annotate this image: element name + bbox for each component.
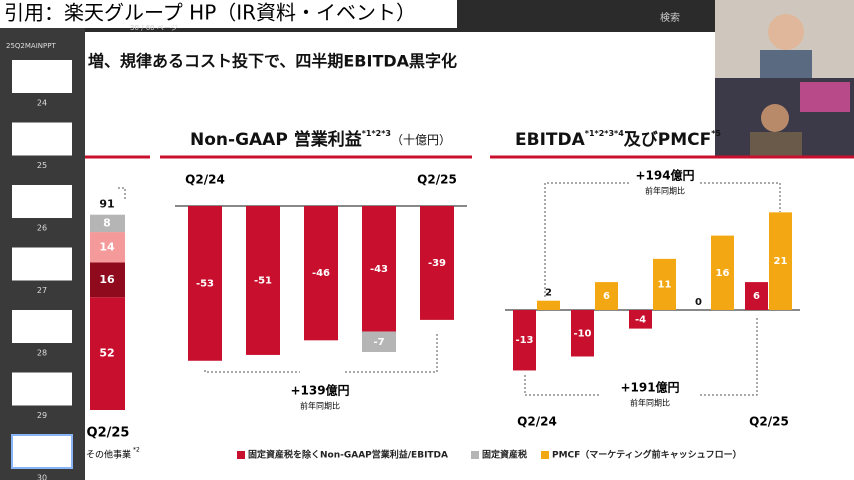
thumbnail[interactable] (12, 372, 72, 406)
page-indicator: 30 / 60 ページ (130, 24, 178, 32)
bar (513, 310, 536, 371)
page-number: 24 (37, 99, 47, 108)
data-label: -53 (196, 278, 214, 289)
note: *1*2*3*4 (585, 129, 624, 138)
bar (537, 300, 560, 310)
bar (653, 258, 676, 310)
data-label: -46 (312, 268, 330, 279)
annotation-sub: 前年同期比 (300, 401, 340, 411)
legend-text: PMCF（マーケティング前キャッシュフロー） (552, 449, 742, 461)
legend-text: 固定資産税を除くNon-GAAP営業利益/EBITDA (248, 449, 448, 461)
data-label: -51 (254, 275, 272, 286)
chart-title: Non-GAAP 営業利益*1*2*3（十億円） (190, 129, 451, 151)
data-label: 6 (753, 291, 760, 302)
category-label: Q2/25 (87, 426, 130, 441)
video-person (760, 50, 812, 78)
data-label: 14 (99, 240, 115, 253)
unit: （十億円） (391, 133, 451, 147)
note: *1*2*3 (362, 129, 391, 138)
category-label: Q2/24 (185, 173, 225, 187)
bar-segment (90, 232, 125, 263)
caption-box (0, 0, 457, 28)
bar (188, 206, 222, 361)
thumbnail[interactable] (12, 122, 72, 156)
bar (571, 310, 594, 357)
bar-segment (90, 262, 125, 298)
data-label: -13 (515, 335, 533, 346)
category-label: Q2/25 (749, 415, 789, 429)
data-label: 91 (99, 198, 114, 211)
bracket (118, 182, 781, 396)
bar (629, 310, 652, 329)
category-label: Q2/25 (417, 173, 457, 187)
annotation: +194億円 (635, 168, 694, 183)
data-label: 16 (99, 273, 115, 286)
bar (304, 206, 338, 341)
data-label: -4 (635, 314, 646, 325)
annotation: +191億円 (620, 380, 679, 395)
thumbnail[interactable] (12, 310, 72, 343)
legend-swatch (541, 451, 549, 459)
chart-title: EBITDA*1*2*3*4及びPMCF*5 (515, 129, 721, 151)
data-label: -39 (428, 258, 446, 269)
data-label: -7 (373, 337, 384, 348)
page-number: 27 (37, 286, 47, 295)
video-bg (800, 82, 850, 112)
thumbnail[interactable] (12, 185, 72, 218)
data-label: 16 (716, 268, 730, 279)
chart-title: 及びPMCF (624, 130, 711, 150)
thumbnail[interactable] (11, 434, 73, 469)
legend-swatch (237, 451, 245, 459)
thumbnail[interactable] (12, 247, 72, 281)
bar-segment (90, 214, 125, 233)
bar (711, 235, 734, 310)
legend-text: 固定資産税 (482, 449, 527, 461)
legend-text: その他事業 (86, 449, 131, 461)
thumbnail[interactable] (12, 60, 72, 93)
annotation: +139億円 (290, 383, 349, 398)
video-person (761, 104, 789, 132)
data-label: 6 (603, 291, 610, 302)
bar (595, 282, 618, 310)
data-label: 8 (103, 216, 111, 229)
caption: 引用：楽天グループ HP（IR資料・イベント） (4, 1, 416, 25)
slide-title: 増、規律あるコスト投下で、四半期EBITDA黒字化 (88, 52, 457, 71)
bar (769, 212, 792, 310)
page-number: 30 (37, 474, 47, 480)
page-number: 26 (37, 224, 47, 233)
data-label: -43 (370, 264, 388, 275)
chart-title: Non-GAAP 営業利益 (190, 129, 362, 150)
video-person (768, 14, 804, 50)
annotation-sub: 前年同期比 (630, 398, 670, 408)
data-label: 11 (658, 279, 672, 290)
legend-swatch (471, 451, 479, 459)
file-name: 25Q2MAINPPT (6, 42, 56, 50)
annotation-sub: 前年同期比 (645, 186, 685, 196)
bar (246, 206, 280, 355)
bar (362, 331, 396, 352)
bar (745, 282, 768, 310)
chart-title: EBITDA (515, 130, 586, 150)
data-label: 21 (774, 256, 788, 267)
bar (362, 206, 396, 332)
data-label: 52 (99, 347, 114, 360)
video-person (750, 132, 802, 156)
data-label: 2 (545, 288, 552, 299)
legend-note: *2 (133, 447, 140, 454)
page-number: 28 (37, 349, 47, 358)
data-label: -10 (573, 328, 591, 339)
category-label: Q2/24 (517, 415, 557, 429)
note: *5 (711, 129, 721, 138)
bar (420, 206, 454, 320)
search-box[interactable]: 検索 (660, 11, 680, 24)
bar-segment (90, 297, 125, 410)
page-number: 25 (37, 161, 47, 170)
page-number: 29 (37, 411, 47, 420)
data-label: 0 (695, 297, 702, 308)
